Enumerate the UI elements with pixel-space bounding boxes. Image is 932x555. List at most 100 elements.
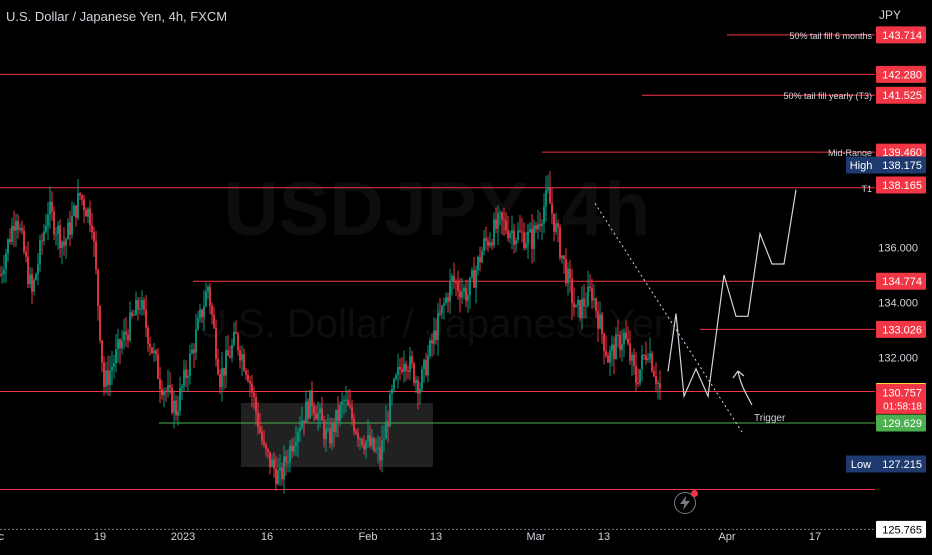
candle-body[interactable] — [85, 210, 87, 217]
candle-body[interactable] — [457, 282, 459, 291]
candle-body[interactable] — [605, 350, 607, 356]
candle-body[interactable] — [239, 350, 241, 361]
candle-body[interactable] — [601, 314, 603, 334]
candle-body[interactable] — [439, 313, 441, 315]
candle-body[interactable] — [235, 332, 237, 334]
candle-body[interactable] — [491, 242, 493, 246]
candle-body[interactable] — [67, 222, 69, 240]
candle-body[interactable] — [437, 313, 439, 341]
candle-body[interactable] — [639, 369, 641, 384]
candle-body[interactable] — [543, 206, 545, 224]
candle-body[interactable] — [247, 374, 249, 382]
candle-body[interactable] — [475, 270, 477, 288]
candle-body[interactable] — [149, 343, 151, 348]
candle-body[interactable] — [323, 420, 325, 440]
candle-body[interactable] — [205, 291, 207, 307]
candle-body[interactable] — [391, 389, 393, 395]
candle-body[interactable] — [479, 256, 481, 263]
price-tag[interactable] — [876, 26, 926, 44]
candle-body[interactable] — [195, 329, 197, 353]
candle-body[interactable] — [449, 281, 451, 302]
candle-body[interactable] — [497, 213, 499, 229]
candle-body[interactable] — [511, 230, 513, 234]
candle-body[interactable] — [651, 353, 653, 372]
candle-body[interactable] — [277, 470, 279, 484]
candle-body[interactable] — [273, 459, 275, 469]
candle-body[interactable] — [517, 230, 519, 240]
candle-body[interactable] — [279, 467, 281, 471]
candle-body[interactable] — [365, 441, 367, 450]
candle-body[interactable] — [155, 350, 157, 355]
candle-body[interactable] — [47, 214, 49, 227]
candle-body[interactable] — [95, 241, 97, 270]
candle-body[interactable] — [519, 230, 521, 232]
candle-body[interactable] — [523, 232, 525, 249]
candle-body[interactable] — [181, 386, 183, 389]
candle-body[interactable] — [555, 223, 557, 232]
candle-body[interactable] — [281, 467, 283, 480]
candle-body[interactable] — [227, 350, 229, 356]
candle-body[interactable] — [197, 318, 199, 330]
candle-body[interactable] — [135, 299, 137, 316]
candle-body[interactable] — [415, 380, 417, 384]
candle-body[interactable] — [417, 380, 419, 394]
candle-body[interactable] — [337, 409, 339, 421]
candle-body[interactable] — [243, 354, 245, 371]
candle-body[interactable] — [259, 427, 261, 433]
candle-body[interactable] — [15, 221, 17, 231]
candle-body[interactable] — [527, 231, 529, 244]
candle-body[interactable] — [123, 331, 125, 341]
candle-body[interactable] — [293, 445, 295, 452]
candle-body[interactable] — [625, 332, 627, 339]
candle-body[interactable] — [87, 208, 89, 217]
symbol-title[interactable]: U.S. Dollar / Japanese Yen, 4h, FXCM — [6, 9, 228, 24]
candle-body[interactable] — [19, 228, 21, 230]
candle-body[interactable] — [447, 297, 449, 302]
candle-body[interactable] — [319, 408, 321, 413]
candle-body[interactable] — [385, 421, 387, 440]
candle-body[interactable] — [397, 367, 399, 376]
candle-body[interactable] — [345, 399, 347, 401]
price-tag[interactable] — [876, 143, 926, 161]
candle-body[interactable] — [211, 305, 213, 315]
candle-body[interactable] — [407, 371, 409, 373]
candle-body[interactable] — [377, 447, 379, 450]
price-tag-label-box[interactable] — [846, 156, 876, 174]
candle-body[interactable] — [593, 298, 595, 301]
candle-body[interactable] — [567, 268, 569, 284]
candle-body[interactable] — [153, 350, 155, 354]
candle-body[interactable] — [271, 459, 273, 468]
candle-body[interactable] — [255, 397, 257, 413]
candle-body[interactable] — [233, 332, 235, 345]
candle-body[interactable] — [359, 438, 361, 440]
candle-body[interactable] — [351, 407, 353, 420]
candle-body[interactable] — [585, 305, 587, 307]
candle-body[interactable] — [541, 223, 543, 227]
candle-body[interactable] — [481, 251, 483, 263]
candle-body[interactable] — [461, 291, 463, 298]
candle-body[interactable] — [283, 456, 285, 480]
candle-body[interactable] — [209, 286, 211, 306]
candle-body[interactable] — [347, 399, 349, 406]
candle-body[interactable] — [431, 340, 433, 344]
candle-body[interactable] — [201, 309, 203, 318]
candle-body[interactable] — [29, 274, 31, 285]
candle-body[interactable] — [647, 358, 649, 361]
candle-body[interactable] — [331, 423, 333, 444]
candle-body[interactable] — [371, 437, 373, 446]
candle-body[interactable] — [521, 231, 523, 233]
candle-body[interactable] — [583, 298, 585, 307]
candle-body[interactable] — [121, 340, 123, 349]
candle-body[interactable] — [221, 367, 223, 388]
candle-body[interactable] — [165, 391, 167, 393]
candle-body[interactable] — [529, 229, 531, 232]
candle-body[interactable] — [485, 238, 487, 241]
candle-body[interactable] — [75, 205, 77, 218]
candle-body[interactable] — [357, 432, 359, 439]
candle-body[interactable] — [553, 213, 555, 232]
candle-body[interactable] — [427, 355, 429, 376]
candle-body[interactable] — [289, 445, 291, 463]
candle-body[interactable] — [25, 251, 27, 257]
price-tag[interactable] — [876, 156, 926, 174]
candle-body[interactable] — [311, 390, 313, 406]
